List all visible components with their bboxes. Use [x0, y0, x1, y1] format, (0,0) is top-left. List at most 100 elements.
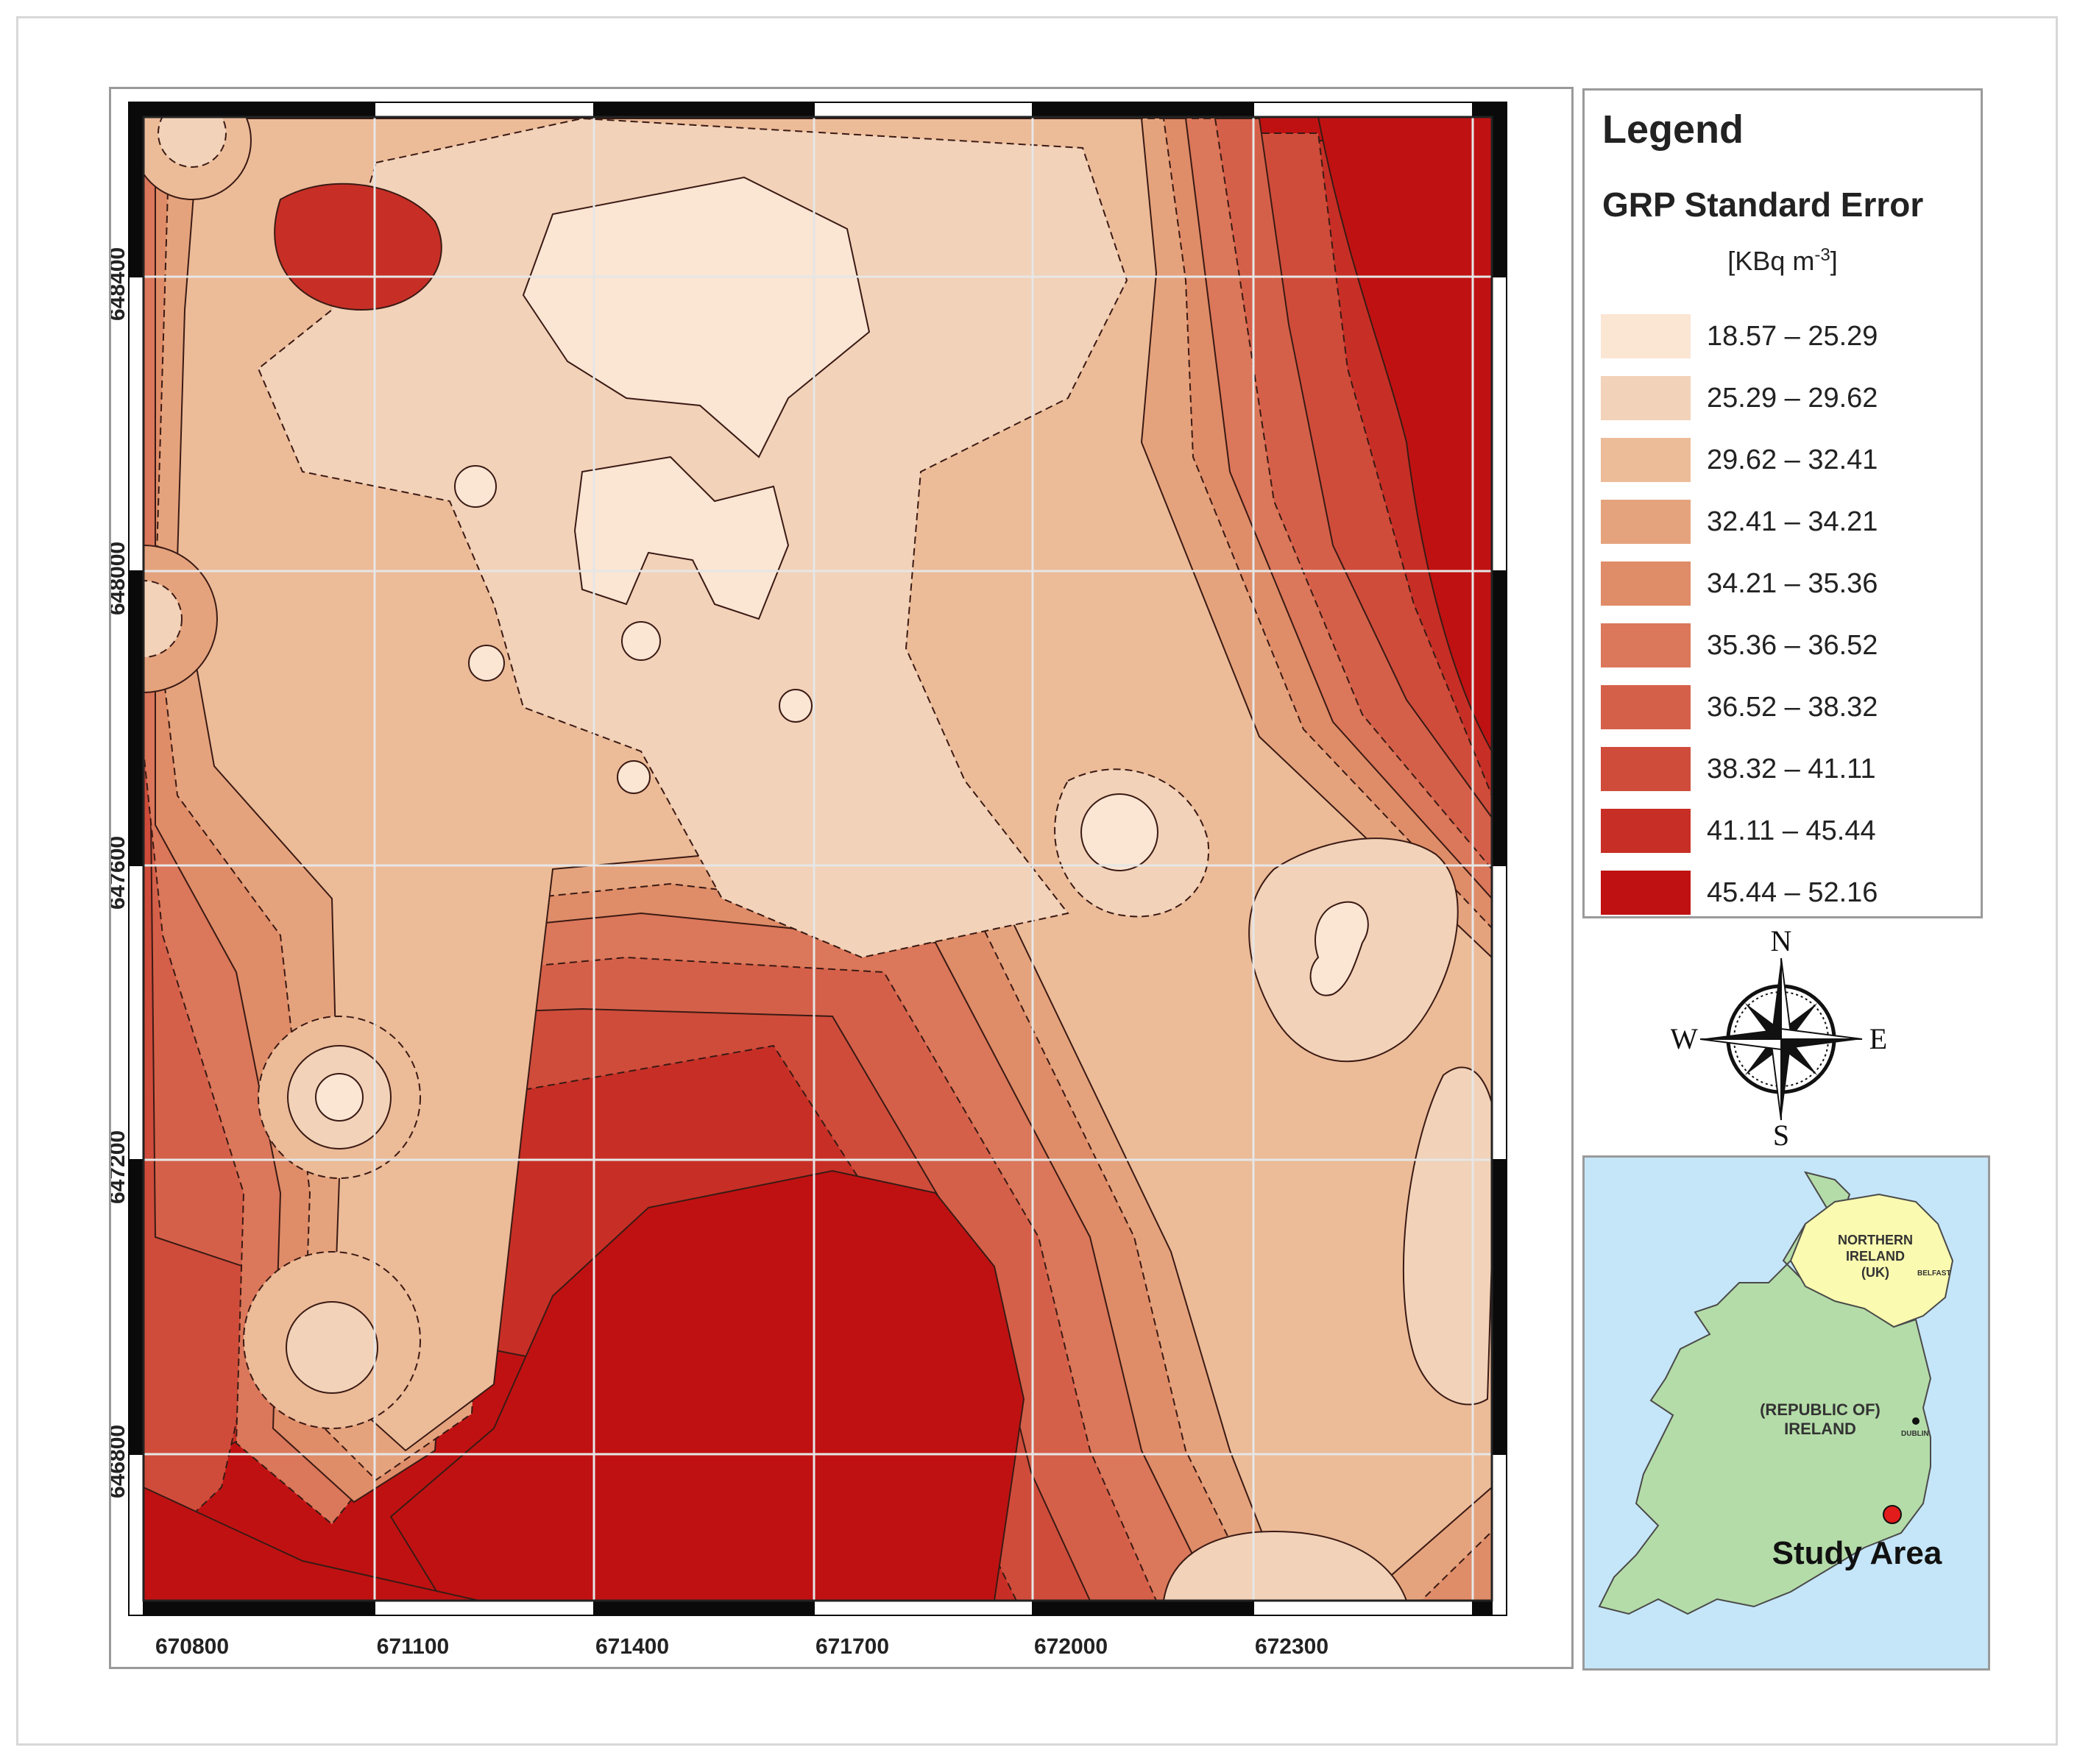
class-band-1: [468, 645, 505, 681]
legend-class-label: 38.32 – 41.11: [1707, 753, 1876, 784]
class-band-1: [621, 621, 661, 661]
scale-bar-segment: [593, 102, 815, 118]
unit-exponent: -3: [1814, 245, 1830, 265]
dublin-label: DUBLIN: [1901, 1430, 1929, 1438]
legend-swatch: [1601, 623, 1691, 667]
scale-bar-segment: [374, 102, 595, 118]
scale-bar-segment: [1491, 276, 1507, 572]
map-border: [142, 116, 1493, 1602]
dublin-marker: [1912, 1417, 1919, 1425]
map-frame[interactable]: 670800 671100 671400 671700 672000 672300 648…: [109, 87, 1574, 1669]
scale-bar-segment: [813, 102, 1033, 118]
scale-bar-segment: [1491, 570, 1507, 866]
y-tick-label: 647600: [111, 836, 130, 910]
class-band-1: [522, 176, 871, 458]
legend-class-row: 32.41 – 34.21: [1601, 491, 1878, 553]
legend-swatch: [1601, 685, 1691, 729]
x-tick-label: 671100: [377, 1634, 449, 1659]
legend-class-row: 29.62 – 32.41: [1601, 429, 1878, 491]
legend-class-row: 34.21 – 35.36: [1601, 553, 1878, 614]
northern-ireland-label-line1: NORTHERN: [1838, 1233, 1913, 1247]
y-axis-labels: 648400 648000 647600 647200 646800: [111, 247, 130, 1498]
location-inset: NORTHERN IRELAND (UK) BELFAST (REPUBLIC …: [1582, 1155, 1990, 1671]
scale-bar-segment: [128, 570, 144, 866]
unit-prefix: [KBq m: [1727, 246, 1815, 276]
scale-bar-segment: [128, 102, 375, 118]
scale-bar-segment: [128, 276, 144, 572]
legend-swatch: [1601, 562, 1691, 606]
republic-label-line2: IRELAND: [1784, 1420, 1856, 1438]
class-band-1: [617, 760, 651, 794]
scale-ruler: [128, 102, 1507, 1616]
y-tick-label: 646800: [111, 1425, 130, 1498]
class-band-2: [1402, 1066, 1492, 1406]
legend-class-label: 36.52 – 38.32: [1707, 691, 1878, 723]
belfast-label: BELFAST: [1917, 1269, 1951, 1278]
legend-class-label: 18.57 – 25.29: [1707, 320, 1878, 352]
y-tick-label: 648000: [111, 542, 130, 615]
x-tick-label: 670800: [155, 1634, 229, 1659]
legend-class-label: 45.44 – 52.16: [1707, 876, 1878, 908]
legend-class-label: 35.36 – 36.52: [1707, 629, 1878, 661]
scale-bar-segment: [813, 1600, 1033, 1616]
legend-swatch: [1601, 500, 1691, 544]
northern-ireland-shape: [1789, 1193, 1954, 1328]
scale-bar-segment: [593, 1600, 815, 1616]
class-band-1: [454, 465, 497, 508]
legend-class-list: 18.57 – 25.29 25.29 – 29.62 29.62 – 32.41 3…: [1601, 305, 1878, 924]
compass-cardinal-star: [1699, 957, 1863, 1121]
compass-west-label: W: [1671, 1022, 1698, 1055]
compass-north-label: N: [1771, 929, 1792, 957]
contour-layer: [144, 117, 1492, 1601]
scale-bar-segment: [1032, 102, 1254, 118]
legend-class-label: 32.41 – 34.21: [1707, 506, 1878, 537]
legend-class-row: 35.36 – 36.52: [1601, 614, 1878, 676]
legend-panel: Legend GRP Standard Error [KBq m-3] 18.5…: [1582, 88, 1983, 918]
study-area-label: Study Area: [1772, 1535, 1942, 1571]
scale-bar-segment: [128, 1453, 144, 1616]
legend-unit: [KBq m-3]: [1585, 245, 1981, 277]
legend-class-label: 29.62 – 32.41: [1707, 444, 1878, 475]
class-band-1: [779, 689, 813, 723]
legend-title: Legend: [1602, 107, 1744, 152]
legend-class-label: 25.29 – 29.62: [1707, 382, 1878, 414]
scale-bar-segment: [1491, 1453, 1507, 1616]
study-area-marker: [1883, 1505, 1902, 1524]
scale-bar-segment: [1491, 865, 1507, 1161]
legend-class-row: 41.11 – 45.44: [1601, 800, 1878, 862]
x-tick-label: 672000: [1034, 1634, 1108, 1659]
x-axis-labels: 670800 671100 671400 671700 672000 672300: [155, 1634, 1328, 1659]
class-band-1: [573, 456, 790, 620]
legend-swatch: [1601, 376, 1691, 420]
coordinate-grid: [144, 117, 1492, 1601]
y-tick-label: 647200: [111, 1130, 130, 1204]
legend-swatch: [1601, 438, 1691, 482]
scale-bar-segment: [374, 1600, 595, 1616]
class-band-10: [389, 1169, 1025, 1601]
class-band-1: [315, 1073, 364, 1122]
legend-class-row: 18.57 – 25.29: [1601, 305, 1878, 367]
y-tick-label: 648400: [111, 247, 130, 321]
unit-suffix: ]: [1830, 246, 1838, 276]
scale-bar-segment: [1491, 102, 1507, 277]
legend-swatch: [1601, 871, 1691, 915]
class-band-2: [158, 117, 227, 168]
legend-class-row: 25.29 – 29.62: [1601, 367, 1878, 429]
class-band-1: [1309, 901, 1369, 996]
x-tick-label: 671400: [595, 1634, 669, 1659]
standard-error-map[interactable]: 670800 671100 671400 671700 672000 672300 648…: [111, 89, 1571, 1667]
scale-bar-segment: [1253, 1600, 1473, 1616]
compass-south-label: S: [1773, 1119, 1789, 1150]
class-band-2: [1162, 1530, 1408, 1601]
legend-class-row: 36.52 – 38.32: [1601, 676, 1878, 738]
class-band-10: [144, 1486, 480, 1601]
legend-class-label: 34.21 – 35.36: [1707, 567, 1878, 599]
legend-class-row: 38.32 – 41.11: [1601, 738, 1878, 800]
northern-ireland-label-line3: (UK): [1861, 1265, 1889, 1280]
legend-class-row: 45.44 – 52.16: [1601, 862, 1878, 924]
legend-subtitle: GRP Standard Error: [1602, 185, 1924, 224]
ireland-inset-map: NORTHERN IRELAND (UK) BELFAST (REPUBLIC …: [1585, 1158, 1988, 1668]
compass-east-label: E: [1869, 1022, 1887, 1055]
x-tick-label: 671700: [815, 1634, 889, 1659]
figure-frame: [16, 16, 2058, 1746]
